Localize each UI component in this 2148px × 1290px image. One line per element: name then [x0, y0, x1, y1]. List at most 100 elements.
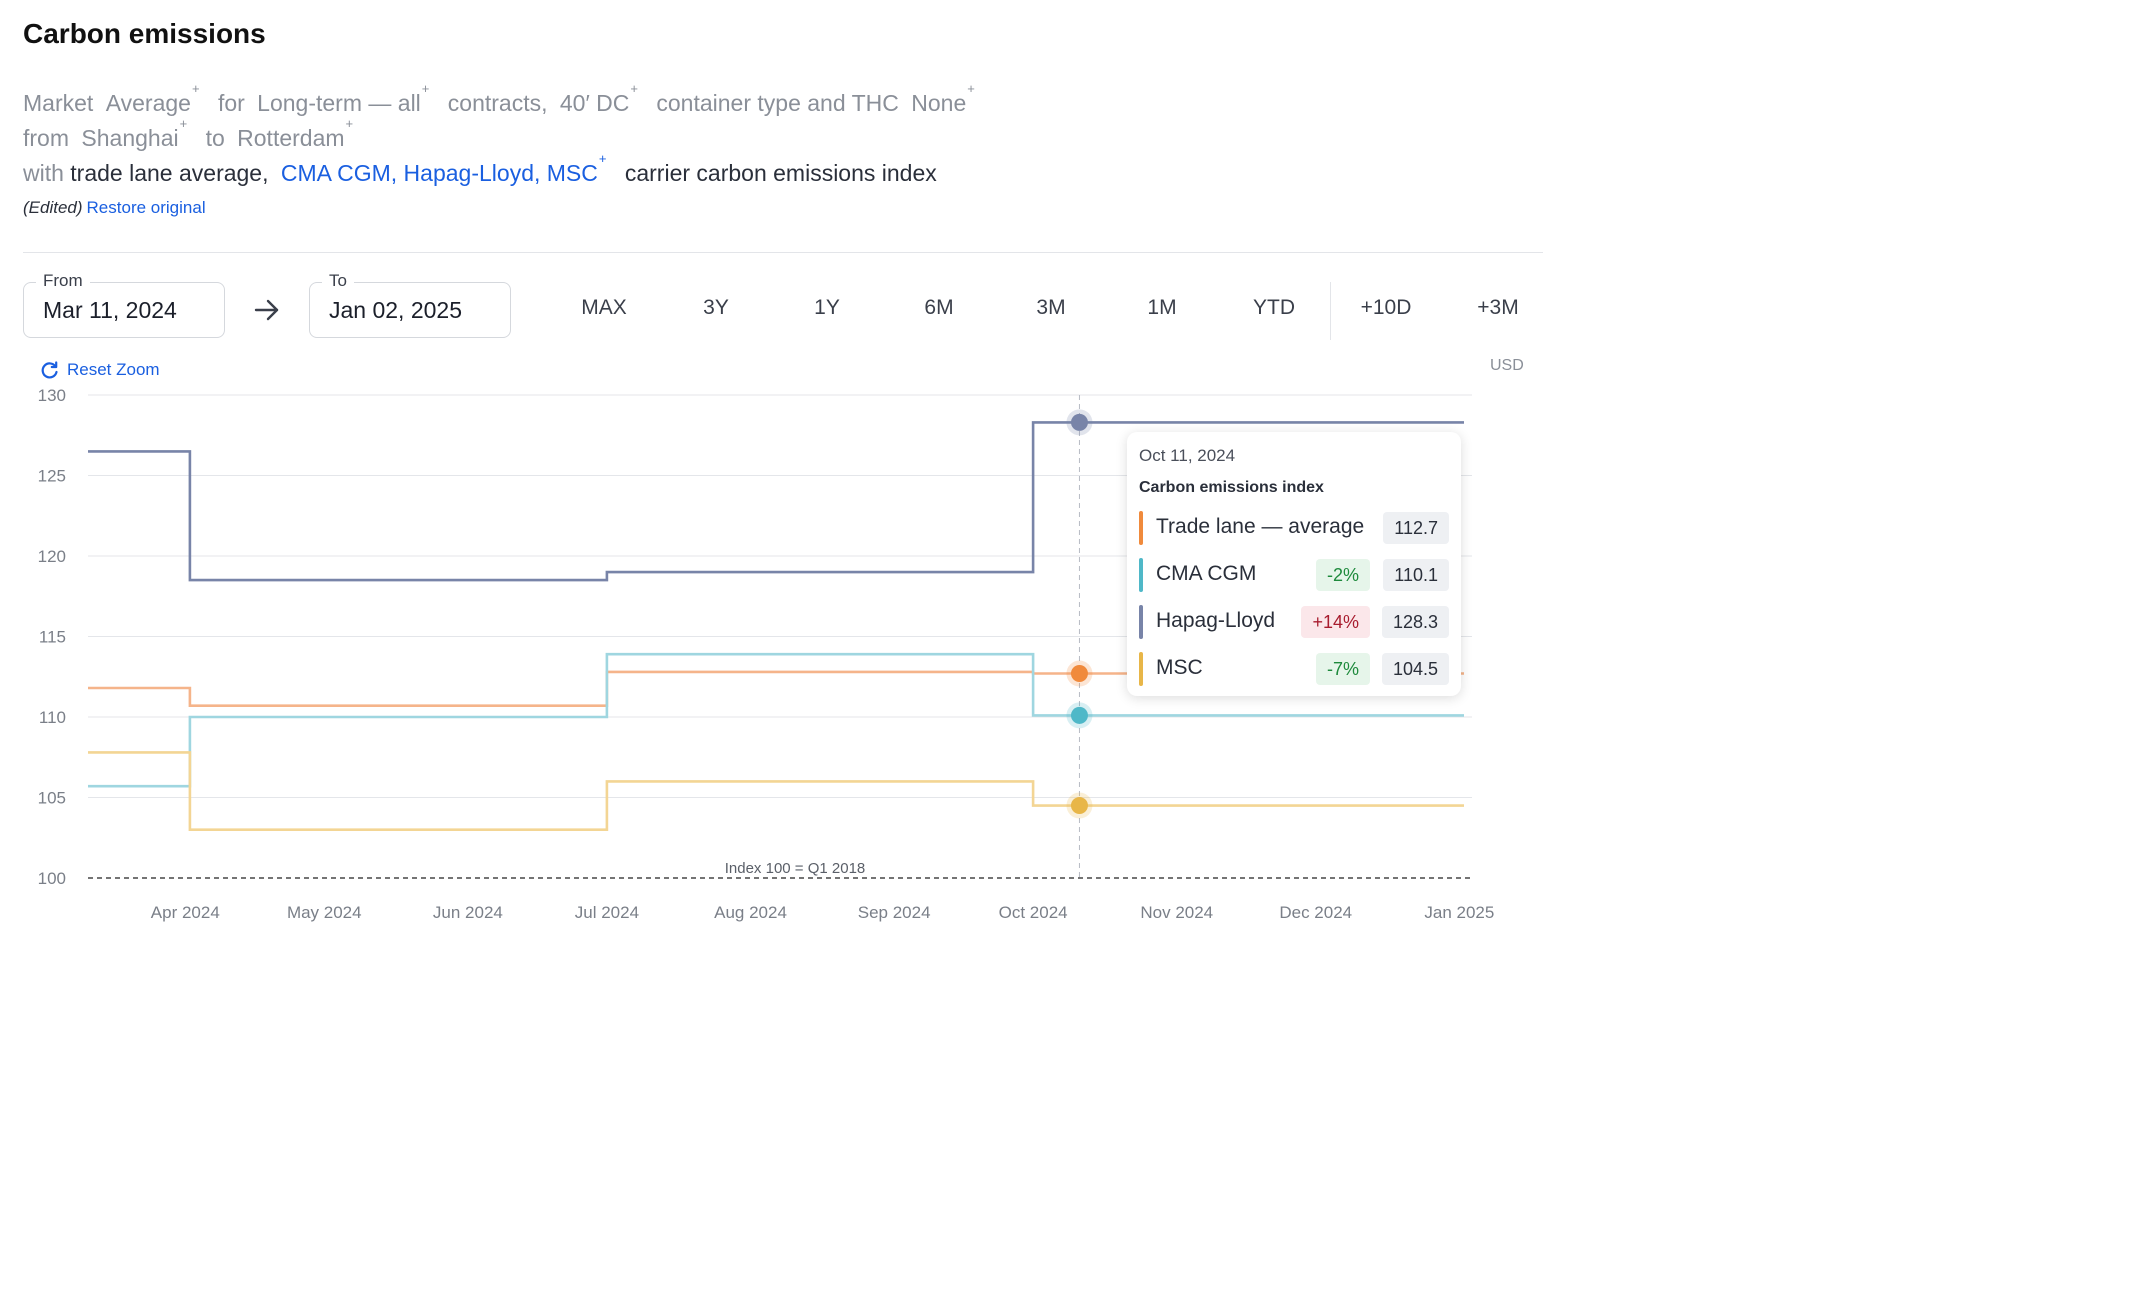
- tooltip-series-value: 110.1: [1383, 559, 1449, 591]
- edited-label: (Edited): [23, 198, 83, 217]
- desc-line-1: Market Average+ for Long-term — all+ con…: [23, 82, 981, 121]
- range-button-max[interactable]: MAX: [581, 296, 627, 319]
- series-line-msc: [88, 751, 1464, 831]
- desc-contracts: contracts,: [447, 90, 548, 116]
- arrow-right-icon: [254, 299, 279, 321]
- range-button-plus-3m[interactable]: +3M: [1477, 296, 1519, 319]
- reset-zoom-button[interactable]: Reset Zoom: [40, 360, 160, 380]
- restore-original-link[interactable]: Restore original: [86, 198, 206, 217]
- tooltip-row: Hapag-Lloyd +14% 128.3: [1139, 605, 1449, 639]
- edited-notice: (Edited) Restore original: [23, 198, 206, 218]
- tooltip-series-change: +14%: [1301, 606, 1370, 638]
- y-tick-label: 130: [38, 386, 66, 405]
- desc-trade-lane: trade lane average,: [70, 160, 269, 186]
- desc-market: Market: [23, 90, 94, 116]
- x-tick-label: Nov 2024: [1140, 903, 1213, 922]
- tooltip-series-name: Trade lane — average: [1156, 515, 1365, 538]
- tooltip-series-value: 104.5: [1381, 653, 1449, 685]
- plus-icon[interactable]: +: [345, 116, 354, 131]
- range-button-plus-10d[interactable]: +10D: [1360, 296, 1412, 319]
- desc-from: from: [23, 125, 69, 151]
- y-tick-label: 115: [39, 628, 66, 647]
- desc-destination-selector[interactable]: Rotterdam: [237, 125, 345, 151]
- currency-label: USD: [1490, 357, 1524, 374]
- y-tick-label: 105: [38, 789, 66, 808]
- desc-average-selector[interactable]: Average: [105, 90, 191, 116]
- desc-line-2: from Shanghai+ to Rotterdam+: [23, 117, 981, 156]
- desc-to: to: [205, 125, 225, 151]
- tooltip-series-color: [1139, 511, 1143, 545]
- range-button-1y[interactable]: 1Y: [814, 296, 840, 319]
- tooltip-row: Trade lane — average 112.7: [1139, 511, 1449, 545]
- chart-description: Market Average+ for Long-term — all+ con…: [23, 82, 981, 191]
- to-label: To: [322, 271, 354, 291]
- plus-icon[interactable]: +: [179, 116, 188, 131]
- x-tick-label: Jan 2025: [1424, 903, 1494, 922]
- baseline-label: Index 100 = Q1 2018: [725, 860, 866, 877]
- desc-contract-selector[interactable]: Long-term — all: [257, 90, 421, 116]
- plus-icon[interactable]: +: [967, 81, 975, 96]
- y-tick-label: 120: [38, 547, 66, 566]
- x-tick-label: Aug 2024: [714, 903, 787, 922]
- x-tick-label: Jul 2024: [575, 903, 639, 922]
- x-tick-label: Dec 2024: [1279, 903, 1352, 922]
- desc-container-selector[interactable]: 40′ DC: [559, 90, 630, 116]
- range-button-1m[interactable]: 1M: [1147, 296, 1177, 319]
- desc-origin-selector[interactable]: Shanghai: [81, 125, 179, 151]
- tooltip-heading: Carbon emissions index: [1139, 479, 1324, 496]
- range-button-ytd[interactable]: YTD: [1253, 296, 1295, 319]
- tooltip-series-color: [1139, 605, 1143, 639]
- x-tick-label: May 2024: [287, 903, 362, 922]
- chart-tooltip: Oct 11, 2024 Carbon emissions index Trad…: [1127, 432, 1461, 696]
- tooltip-series-change: -7%: [1315, 653, 1370, 685]
- tooltip-series-color: [1139, 652, 1143, 686]
- range-button-3y[interactable]: 3Y: [703, 296, 729, 319]
- x-tick-label: Jun 2024: [433, 903, 503, 922]
- range-button-3m[interactable]: 3M: [1036, 296, 1066, 319]
- desc-thc-selector[interactable]: None: [911, 90, 967, 116]
- tooltip-series-change: -2%: [1315, 559, 1370, 591]
- tooltip-row: CMA CGM -2% 110.1: [1139, 558, 1449, 592]
- desc-for: for: [217, 90, 245, 116]
- desc-carrier-selector[interactable]: CMA CGM, Hapag-Lloyd, MSC: [280, 160, 598, 186]
- plus-icon[interactable]: +: [191, 81, 200, 96]
- chart-plot-area[interactable]: 130 125 120 115 110 105 100 Index 100 = Q1 2018…: [0, 380, 1568, 925]
- range-button-6m[interactable]: 6M: [924, 296, 954, 319]
- hover-marker-trade-lane-average: [1070, 665, 1088, 683]
- tooltip-date: Oct 11, 2024: [1139, 446, 1236, 465]
- x-tick-label: Sep 2024: [858, 903, 931, 922]
- desc-index: carrier carbon emissions index: [624, 160, 937, 186]
- tooltip-series-name: MSC: [1156, 656, 1203, 679]
- tooltip-series-name: CMA CGM: [1156, 562, 1257, 585]
- hover-marker-hapag-lloyd: [1070, 413, 1088, 431]
- reset-zoom-label[interactable]: Reset Zoom: [67, 360, 160, 379]
- desc-container-type: container type and THC: [656, 90, 899, 116]
- desc-line-3: with trade lane average, CMA CGM, Hapag-…: [23, 152, 981, 191]
- tooltip-series-value: 112.7: [1383, 512, 1449, 544]
- plus-icon[interactable]: +: [421, 81, 430, 96]
- y-tick-label: 125: [38, 467, 66, 486]
- hover-marker-msc: [1070, 797, 1088, 815]
- hover-marker-cma-cgm: [1070, 706, 1088, 724]
- page-title: Carbon emissions: [23, 18, 266, 49]
- plus-icon[interactable]: +: [598, 151, 607, 166]
- y-tick-label: 110: [39, 708, 66, 727]
- tooltip-row: MSC -7% 104.5: [1139, 652, 1449, 686]
- y-tick-label: 100: [38, 869, 66, 888]
- from-date-value[interactable]: Mar 11, 2024: [43, 297, 177, 323]
- plus-icon[interactable]: +: [630, 81, 638, 96]
- tooltip-series-color: [1139, 558, 1143, 592]
- divider: [23, 252, 1543, 253]
- reset-icon: [41, 361, 58, 379]
- tooltip-series-name: Hapag-Lloyd: [1156, 609, 1276, 632]
- x-tick-label: Oct 2024: [999, 903, 1068, 922]
- series-line-hapag-lloyd: [88, 421, 1464, 582]
- range-separator: [1330, 282, 1331, 340]
- from-date-field[interactable]: From Mar 11, 2024: [23, 271, 225, 338]
- to-date-value[interactable]: Jan 02, 2025: [329, 297, 463, 323]
- tooltip-series-value: 128.3: [1381, 606, 1449, 638]
- desc-with: with: [23, 160, 64, 186]
- from-label: From: [36, 271, 90, 291]
- to-date-field[interactable]: To Jan 02, 2025: [309, 271, 511, 338]
- x-tick-label: Apr 2024: [151, 903, 220, 922]
